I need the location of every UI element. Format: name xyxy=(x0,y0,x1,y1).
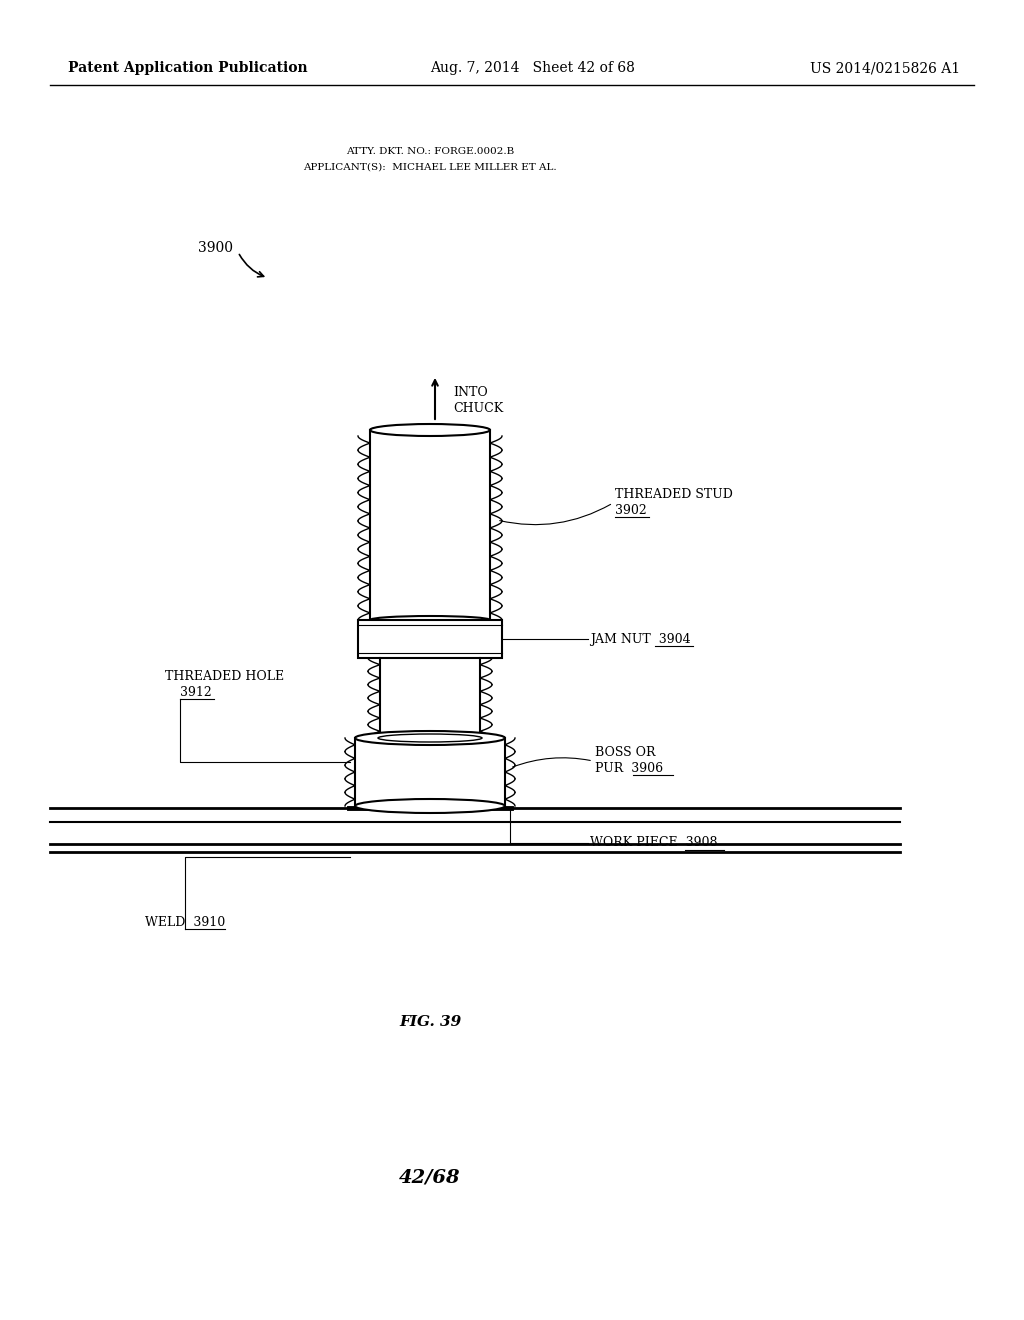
Text: Patent Application Publication: Patent Application Publication xyxy=(68,61,307,75)
Ellipse shape xyxy=(355,731,505,744)
Ellipse shape xyxy=(370,424,490,436)
Text: APPLICANT(S):  MICHAEL LEE MILLER ET AL.: APPLICANT(S): MICHAEL LEE MILLER ET AL. xyxy=(303,162,557,172)
Text: 3900: 3900 xyxy=(198,242,233,255)
Text: WELD  3910: WELD 3910 xyxy=(145,916,225,928)
Text: ATTY. DKT. NO.: FORGE.0002.B: ATTY. DKT. NO.: FORGE.0002.B xyxy=(346,148,514,157)
Text: 3912: 3912 xyxy=(180,685,212,698)
Text: WORK PIECE  3908: WORK PIECE 3908 xyxy=(590,837,718,850)
Ellipse shape xyxy=(378,734,482,742)
Text: THREADED STUD: THREADED STUD xyxy=(615,488,733,502)
Text: PUR  3906: PUR 3906 xyxy=(595,763,664,776)
Ellipse shape xyxy=(370,616,490,624)
Text: 42/68: 42/68 xyxy=(399,1168,461,1185)
Text: FIG. 39: FIG. 39 xyxy=(399,1015,461,1030)
Text: 3902: 3902 xyxy=(615,504,647,517)
Text: INTO
CHUCK: INTO CHUCK xyxy=(453,385,503,414)
Bar xyxy=(358,620,502,657)
Text: US 2014/0215826 A1: US 2014/0215826 A1 xyxy=(810,61,961,75)
Text: THREADED HOLE: THREADED HOLE xyxy=(165,669,284,682)
Text: Aug. 7, 2014   Sheet 42 of 68: Aug. 7, 2014 Sheet 42 of 68 xyxy=(430,61,635,75)
Ellipse shape xyxy=(355,799,505,813)
Text: BOSS OR: BOSS OR xyxy=(595,747,655,759)
Text: JAM NUT  3904: JAM NUT 3904 xyxy=(590,632,690,645)
